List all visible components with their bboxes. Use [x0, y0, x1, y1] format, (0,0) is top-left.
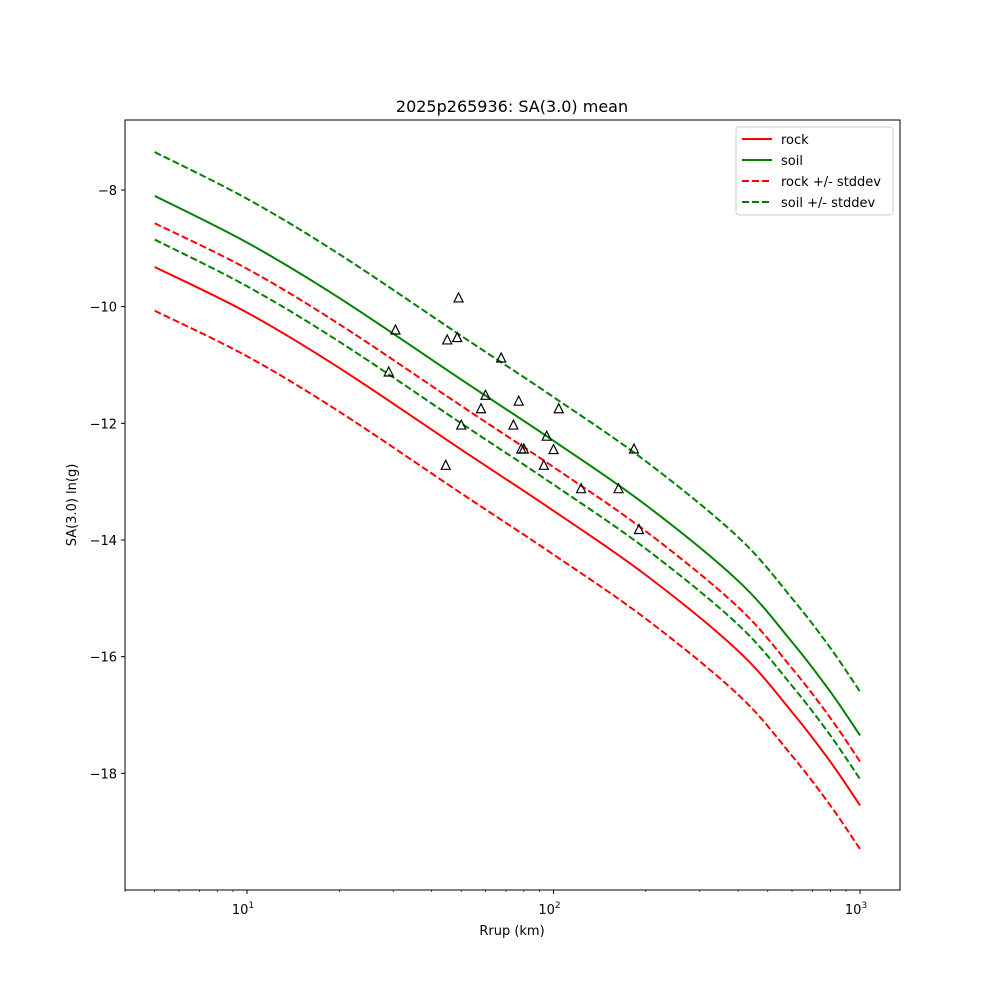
observation-point [441, 333, 453, 345]
observation-markers [383, 291, 645, 535]
y-tick-label: −16 [90, 651, 117, 666]
x-axis-label: Rrup (km) [479, 924, 544, 939]
observation-point [553, 402, 565, 414]
legend: rock soil rock +/- stddev soil +/- stddev [735, 126, 894, 216]
legend-box [735, 126, 894, 216]
series-line-4 [154, 151, 861, 693]
observation-point [389, 323, 401, 335]
observation-point [451, 331, 463, 343]
x-tick-exponent: 2 [555, 901, 561, 911]
observation-point [575, 482, 587, 494]
x-tick-base: 10 [845, 903, 862, 918]
legend-label: soil +/- stddev [781, 196, 876, 211]
observation-point [613, 482, 625, 494]
series-line-0 [154, 266, 861, 806]
plot-area [124, 119, 901, 891]
y-axis-label: SA(3.0) ln(g) [65, 464, 80, 547]
y-tick-label: −18 [90, 767, 117, 782]
series-line-3 [154, 309, 861, 850]
observation-point [495, 351, 507, 363]
y-tick-label: −8 [98, 184, 117, 199]
series-layer [154, 151, 861, 850]
series-line-2 [154, 222, 861, 763]
x-tick-base: 10 [538, 903, 555, 918]
y-tick-label: −14 [90, 534, 117, 549]
series-line-5 [154, 238, 861, 780]
observation-point [541, 429, 553, 441]
x-tick-exponent: 1 [248, 901, 254, 911]
legend-label: rock +/- stddev [781, 175, 881, 190]
y-tick-label: −10 [90, 301, 117, 316]
observation-point [548, 443, 559, 455]
observation-point [453, 291, 465, 303]
series-line-1 [154, 194, 861, 736]
y-axis: −8 −10 −12 −14 −16 −18 [90, 184, 125, 782]
observation-point [538, 458, 550, 470]
x-axis: 101 102 103 [124, 890, 867, 918]
legend-label: soil [781, 154, 803, 169]
observation-point [455, 418, 467, 430]
legend-label: rock [781, 133, 809, 148]
observation-point [440, 458, 452, 470]
observation-point [633, 523, 645, 535]
x-tick-label: 102 [538, 901, 560, 918]
x-tick-label: 101 [232, 901, 254, 918]
chart-title: 2025p265936: SA(3.0) mean [396, 97, 628, 116]
observation-point [475, 402, 487, 414]
x-tick-label: 103 [845, 901, 867, 918]
observation-point [383, 365, 395, 377]
observation-point [518, 442, 530, 454]
observation-point [507, 418, 519, 430]
observation-point [628, 442, 640, 454]
observation-point [480, 388, 491, 400]
observation-point [513, 394, 525, 406]
x-tick-base: 10 [232, 903, 249, 918]
x-tick-exponent: 3 [861, 901, 867, 911]
y-tick-label: −12 [90, 417, 117, 432]
